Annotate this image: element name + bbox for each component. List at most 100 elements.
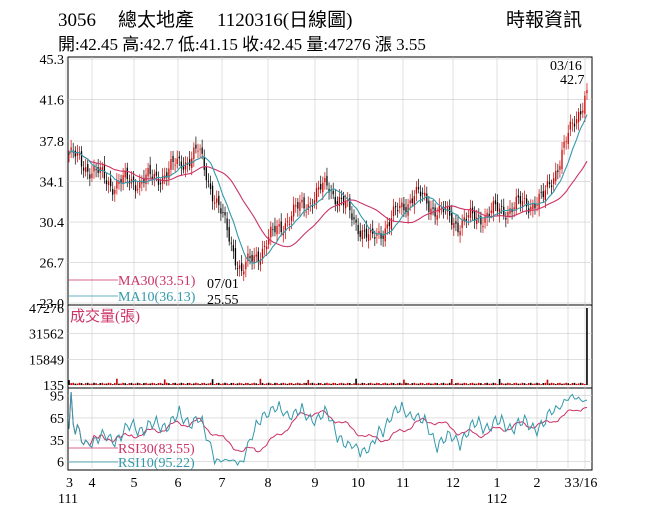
rsi-axis: 95 65 35 6 bbox=[50, 390, 64, 471]
candle-body bbox=[317, 187, 320, 190]
volume-bar bbox=[280, 383, 282, 385]
volume-bar bbox=[552, 383, 555, 385]
volume-bar bbox=[334, 382, 337, 385]
candle-body bbox=[161, 175, 164, 184]
candle-body bbox=[178, 156, 180, 159]
volume-bar bbox=[453, 384, 455, 385]
volume-bar bbox=[457, 382, 459, 385]
candle-body bbox=[195, 144, 197, 149]
volume-bar bbox=[247, 382, 249, 385]
volume-bar bbox=[369, 382, 372, 385]
x-month-label: 12 bbox=[446, 476, 460, 491]
volume-bar bbox=[530, 382, 532, 385]
rsi10-legend: RSI10(95.22) bbox=[118, 456, 195, 471]
candle-body bbox=[170, 158, 172, 170]
volume-bar bbox=[428, 382, 430, 385]
candle-body bbox=[417, 187, 420, 190]
volume-bar bbox=[220, 383, 222, 385]
candle-body bbox=[249, 256, 251, 259]
volume-bar bbox=[426, 383, 428, 385]
volume-bar bbox=[363, 382, 366, 385]
candle-body bbox=[394, 205, 397, 208]
volume-bar bbox=[328, 383, 330, 385]
volume-bar bbox=[276, 382, 278, 385]
volume-bar bbox=[392, 383, 395, 385]
candle-body bbox=[213, 202, 216, 204]
candle-body bbox=[238, 265, 241, 269]
volume-bar bbox=[284, 383, 287, 385]
volume-bar bbox=[557, 382, 559, 385]
candle-body bbox=[222, 212, 224, 213]
candle-body bbox=[309, 202, 311, 204]
volume-bar bbox=[417, 383, 420, 385]
volume-bar bbox=[542, 383, 545, 385]
volume-bar bbox=[193, 383, 195, 385]
candle-body bbox=[255, 254, 257, 257]
candle-body bbox=[577, 112, 580, 123]
candle-body bbox=[297, 202, 299, 209]
volume-bar bbox=[274, 382, 276, 385]
volume-tick-label: 31562 bbox=[29, 328, 64, 343]
volume-bar bbox=[432, 383, 434, 385]
candle-body bbox=[575, 119, 578, 124]
volume-bar bbox=[215, 382, 218, 385]
volume-bar bbox=[577, 383, 580, 385]
volume-bar bbox=[228, 383, 230, 385]
volume-bar bbox=[442, 382, 445, 385]
candle-body bbox=[336, 201, 339, 205]
volume-bar bbox=[546, 379, 549, 385]
candle-body bbox=[332, 190, 334, 195]
candle-body bbox=[338, 196, 341, 207]
volume-panel-frame bbox=[67, 304, 593, 389]
volume-bar bbox=[332, 382, 334, 385]
candle-body bbox=[182, 165, 185, 170]
ma10-line bbox=[68, 114, 588, 264]
rsi10-line bbox=[68, 391, 588, 467]
candle-body bbox=[538, 193, 540, 209]
candle-body bbox=[139, 180, 141, 188]
volume-bar bbox=[184, 384, 187, 385]
volume-bar bbox=[114, 383, 116, 385]
candle-body bbox=[561, 150, 563, 170]
candle-body bbox=[137, 189, 139, 190]
volume-bar bbox=[421, 383, 424, 385]
candle-body bbox=[399, 205, 401, 209]
price-tick-label: 23.0 bbox=[40, 297, 65, 312]
candle-body bbox=[220, 208, 222, 214]
candle-body bbox=[303, 197, 305, 209]
candle-body bbox=[482, 225, 484, 228]
candle-body bbox=[432, 207, 434, 209]
high-value-annotation: 42.7 bbox=[560, 73, 585, 88]
volume-bar bbox=[523, 383, 526, 385]
candle-body bbox=[134, 185, 137, 192]
volume-bar bbox=[188, 382, 191, 385]
candle-body bbox=[498, 208, 501, 215]
candle-body bbox=[365, 228, 368, 238]
volume-bar bbox=[550, 382, 553, 385]
candle-body bbox=[87, 164, 89, 172]
candle-body bbox=[218, 195, 220, 206]
volume-bar bbox=[521, 382, 524, 385]
candle-body bbox=[245, 261, 247, 270]
volume-bar bbox=[559, 382, 561, 385]
volume-bar bbox=[70, 383, 72, 385]
high-date-annotation: 03/16 bbox=[550, 59, 582, 74]
candle-body bbox=[355, 219, 357, 223]
x-month-label: 8 bbox=[265, 476, 272, 491]
candle-body bbox=[326, 175, 328, 186]
candle-body bbox=[563, 141, 565, 148]
quote-line: 開:42.45 高:42.7 低:41.15 收:42.45 量:47276 漲… bbox=[58, 35, 426, 54]
price-tick-label: 45.3 bbox=[40, 53, 65, 68]
volume-bar bbox=[365, 384, 368, 385]
volume-bar bbox=[415, 383, 418, 385]
low-value-annotation: 25.55 bbox=[207, 293, 239, 308]
candle-body bbox=[112, 189, 114, 195]
candle-body bbox=[85, 167, 87, 173]
candle-body bbox=[118, 181, 120, 184]
candle-body bbox=[236, 268, 239, 269]
volume-bar bbox=[394, 384, 397, 385]
volume-bar bbox=[548, 383, 551, 385]
candle-body bbox=[369, 229, 372, 233]
candle-body bbox=[166, 172, 168, 178]
candle-body bbox=[216, 198, 218, 203]
